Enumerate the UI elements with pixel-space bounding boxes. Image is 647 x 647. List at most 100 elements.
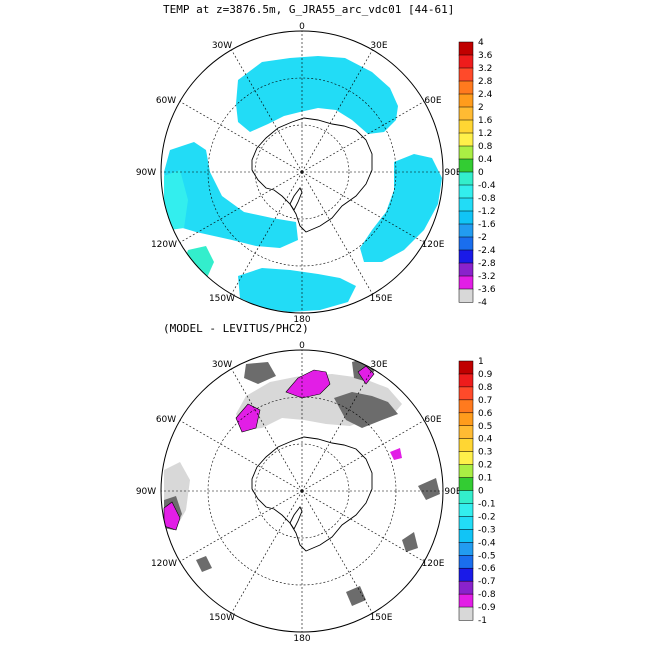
bottom-lon-label: 90E xyxy=(444,487,461,497)
colorbar-swatch xyxy=(458,373,474,388)
colorbar-tick-label: -2.8 xyxy=(478,259,496,269)
colorbar-tick-label: -1.6 xyxy=(478,220,496,230)
colorbar-swatch xyxy=(458,438,474,453)
top-lon-label: 150E xyxy=(370,294,393,304)
colorbar-swatch xyxy=(458,503,474,517)
colorbar-tick-label: -1 xyxy=(478,616,487,626)
bottom-lon-label: 0 xyxy=(299,341,305,351)
colorbar-tick-label: 3.6 xyxy=(478,51,493,61)
top-region-south xyxy=(238,268,356,312)
top-region-pacific xyxy=(164,142,298,248)
top-lon-label: 30W xyxy=(212,41,232,51)
colorbar-tick-label: 2.4 xyxy=(478,90,493,100)
colorbar-tick-label: -0.8 xyxy=(478,590,496,600)
bottom-lon-label: 30W xyxy=(212,360,232,370)
top-lon-label: 120W xyxy=(151,240,177,250)
colorbar-swatch xyxy=(458,529,474,543)
colorbar-swatch xyxy=(458,119,474,134)
colorbar-tick-label: -0.4 xyxy=(478,181,496,191)
colorbar-swatch xyxy=(458,567,474,582)
colorbar-swatch xyxy=(458,606,474,621)
colorbar-swatch xyxy=(458,54,474,69)
bottom-region-dark-sw xyxy=(196,556,212,572)
colorbar-tick-label: -0.6 xyxy=(478,564,496,574)
colorbar-tick-label: -4 xyxy=(478,298,487,308)
top-filled-field xyxy=(164,56,442,312)
colorbar-tick-label: 0.3 xyxy=(478,448,492,458)
colorbar-swatch xyxy=(458,542,474,556)
colorbar-tick-label: 1.6 xyxy=(478,116,493,126)
top-lon-label: 60W xyxy=(156,96,176,106)
colorbar-swatch xyxy=(458,262,474,277)
colorbar-swatch xyxy=(458,106,474,121)
bottom-colorbar: 1 0.9 0.8 0.7 0.6 0.5 0.4 0.3 0.2 0.1 0 -0.1 -0.2 -0.… xyxy=(458,357,496,626)
colorbar-swatch xyxy=(458,93,474,108)
colorbar-tick-label: -2 xyxy=(478,233,487,243)
colorbar-tick-label: -1.2 xyxy=(478,207,496,217)
colorbar-swatch xyxy=(458,399,474,414)
colorbar-tick-label: -0.2 xyxy=(478,512,496,522)
bottom-region-dark-north xyxy=(334,392,398,428)
colorbar-swatch xyxy=(458,197,474,212)
colorbar-swatch xyxy=(458,236,474,251)
colorbar-swatch xyxy=(458,412,474,427)
top-lon-label: 60E xyxy=(424,96,441,106)
bottom-region-dark-east xyxy=(418,478,440,500)
colorbar-tick-label: 3.2 xyxy=(478,64,492,74)
colorbar-swatch xyxy=(458,516,474,530)
colorbar-tick-label: 1.2 xyxy=(478,129,492,139)
bottom-lon-label: 60E xyxy=(424,415,441,425)
colorbar-tick-label: -2.4 xyxy=(478,246,496,256)
colorbar-swatch xyxy=(458,158,474,173)
colorbar-swatch xyxy=(458,490,474,504)
colorbar-tick-label: 0 xyxy=(478,168,484,178)
bottom-lon-label: 60W xyxy=(156,415,176,425)
colorbar-swatch xyxy=(458,425,474,440)
bottom-lon-label: 120E xyxy=(422,559,445,569)
top-region-southwest xyxy=(182,246,214,282)
bottom-region-magenta-east xyxy=(390,448,402,460)
colorbar-swatch xyxy=(458,67,474,82)
top-region-west-warm xyxy=(164,170,188,230)
colorbar-swatch xyxy=(458,223,474,238)
colorbar-tick-label: 0.9 xyxy=(478,370,493,380)
colorbar-swatch xyxy=(458,80,474,95)
bottom-map-boundary xyxy=(160,349,444,633)
panel-bottom: (MODEL - LEVITUS/PHC2) xyxy=(136,322,496,644)
colorbar-swatch xyxy=(458,360,474,375)
panel-top-title: TEMP at z=3876.5m, G_JRA55_arc_vdc01 [44… xyxy=(163,3,454,16)
bottom-lon-label: 30E xyxy=(370,360,387,370)
top-region-indian xyxy=(360,154,442,262)
colorbar-tick-label: 0.1 xyxy=(478,474,492,484)
colorbar-swatch xyxy=(458,249,474,264)
bottom-graticule xyxy=(161,350,443,632)
colorbar-tick-label: -0.1 xyxy=(478,499,496,509)
colorbar-tick-label: 2.8 xyxy=(478,77,493,87)
colorbar-tick-label: 0.4 xyxy=(478,155,493,165)
top-map-boundary xyxy=(160,30,444,314)
top-region-atlantic xyxy=(236,56,398,134)
panel-top: TEMP at z=3876.5m, G_JRA55_arc_vdc01 [44… xyxy=(136,3,496,325)
top-lon-label: 120E xyxy=(422,240,445,250)
colorbar-swatch xyxy=(458,184,474,199)
colorbar-tick-label: 2 xyxy=(478,103,484,113)
bottom-region-dark-s xyxy=(346,586,366,606)
colorbar-tick-label: -0.9 xyxy=(478,603,496,613)
colorbar-tick-label: -0.5 xyxy=(478,551,496,561)
colorbar-tick-label: 0 xyxy=(478,487,484,497)
colorbar-tick-label: 0.2 xyxy=(478,461,492,471)
colorbar-tick-label: -0.7 xyxy=(478,577,496,587)
panel-bottom-title: (MODEL - LEVITUS/PHC2) xyxy=(163,322,309,335)
colorbar-tick-label: 0.8 xyxy=(478,383,493,393)
top-peninsula xyxy=(289,187,303,211)
colorbar-swatch xyxy=(458,210,474,225)
bottom-antarctica xyxy=(251,436,373,552)
colorbar-tick-label: 0.6 xyxy=(478,409,493,419)
top-lon-label: 90W xyxy=(136,168,156,178)
bottom-lon-label: 90W xyxy=(136,487,156,497)
top-colorbar: 4 3.6 3.2 2.8 2.4 2 1.6 1.2 0.8 0.4 0 -0.4 -0.8 -1.2 -… xyxy=(458,38,496,308)
colorbar-tick-label: 0.7 xyxy=(478,396,492,406)
colorbar-swatch xyxy=(458,477,474,492)
colorbar-swatch xyxy=(458,593,474,608)
